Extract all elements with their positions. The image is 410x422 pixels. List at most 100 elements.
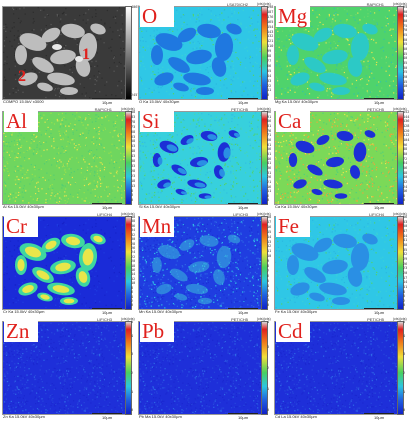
tick-label: 26 xyxy=(267,175,272,180)
tick-label: 4 xyxy=(267,320,270,324)
tick-label: 22 xyxy=(131,254,136,259)
tick-label: 18 xyxy=(267,215,272,219)
tick-label: 96 xyxy=(267,110,272,114)
scale-bar: 10µm xyxy=(92,203,122,210)
tick-label: 5 xyxy=(131,320,134,324)
tick-label: 86 xyxy=(267,119,272,124)
detector-label: PET/CH5 xyxy=(231,317,248,322)
unit-label: (cts)(cts) xyxy=(257,107,271,111)
tick-label: 6 xyxy=(267,193,270,198)
tick-label: 41 xyxy=(267,161,272,166)
scale-label: 10µm xyxy=(237,205,249,210)
element-label: Zn xyxy=(4,320,38,342)
tick-label: 36 xyxy=(131,223,136,228)
tick-label: 17 xyxy=(267,219,272,224)
tick-label: 21 xyxy=(267,179,272,184)
tick-label: 50 xyxy=(403,46,408,51)
tick-label: 66 xyxy=(267,63,272,68)
color-scale-bar xyxy=(261,216,268,310)
unit-label: (cts)(cts) xyxy=(257,317,271,321)
element-label: Cr xyxy=(4,215,38,237)
tick-label: 144 xyxy=(403,114,410,119)
tick-label: 38 xyxy=(403,242,408,247)
acquisition-caption: Cr Ka 15.0kV 40x30µm xyxy=(3,309,45,314)
scale-label: 10µm xyxy=(237,415,249,420)
panel-mn: 18 17 16 15 14 13 12 11 10 9 8 7 6 5 4 3 2 1 0 (cts)(cts) … xyxy=(138,212,271,316)
tick-label: 53 xyxy=(131,144,136,149)
tick-label: 8 xyxy=(403,193,406,198)
tick-label: 22 xyxy=(267,83,272,88)
tick-label: 18 xyxy=(131,178,136,183)
tick-label: 45 xyxy=(403,51,408,56)
acquisition-caption: Fe Ka 15.0kV 40x30µm xyxy=(275,309,317,314)
tick-label: 55 xyxy=(267,68,272,73)
color-scale-ticks: 96 91 86 81 76 71 66 61 56 51 46 41 36 31 26 21 16 11 6 0 xyxy=(267,110,277,203)
tick-label: 28 xyxy=(131,241,136,246)
unit-label: (cts)(cts) xyxy=(257,212,271,216)
tick-label: 40 xyxy=(403,56,408,61)
detector-label: LIF/CH4 xyxy=(369,212,384,217)
tick-label: 5 xyxy=(403,320,406,324)
map-image xyxy=(138,6,262,100)
tick-label: 12 xyxy=(131,276,136,281)
tick-label: 4 xyxy=(267,283,270,288)
scale-label: 10µm xyxy=(101,205,113,210)
tick-label: 73 xyxy=(131,124,136,129)
tick-label: 11 xyxy=(403,284,408,289)
tick-label: 23 xyxy=(403,266,408,271)
tick-label: 0 xyxy=(403,93,406,98)
tick-label: 2 xyxy=(131,371,134,375)
tick-label: 0 xyxy=(403,198,406,203)
tick-label: 47 xyxy=(403,228,408,233)
panel-mg: 95 90 85 80 75 70 65 60 55 50 45 40 35 30 25 20 15 10 5 0 (… xyxy=(274,2,407,106)
tick-label: 56 xyxy=(403,165,408,170)
scale-bar: 10µm xyxy=(228,308,258,315)
color-scale-bar xyxy=(397,216,404,310)
color-scale-bar xyxy=(397,6,404,100)
tick-label: 96 xyxy=(403,142,408,147)
tick-label: 7 xyxy=(267,268,270,273)
tick-label: 8 xyxy=(403,289,406,294)
color-scale-ticks: 198 187 176 165 154 143 132 121 110 99 88 77 66 55 44 3… xyxy=(267,5,277,98)
panel-compo: 40655 24575 COMPO 15.0kV x3000 10µm 1 2 xyxy=(2,2,142,106)
tick-label: 16 xyxy=(131,268,136,273)
tick-label: 44 xyxy=(403,233,408,238)
scale-label: 10µm xyxy=(237,100,249,105)
acquisition-caption: Si Ka 15.0kV 40x30µm xyxy=(139,204,180,209)
tick-label: 30 xyxy=(131,237,136,242)
tick-label: 0 xyxy=(267,303,270,308)
color-scale-ticks: 40 38 36 34 32 30 28 26 24 22 20 18 16 14 12 10 8 6 4 2 0 xyxy=(131,215,141,308)
tick-label: 80 xyxy=(403,18,408,23)
color-scale-ticks: 5 4 3 2 1 0 xyxy=(131,320,141,413)
tick-label: 2 xyxy=(267,366,270,371)
tick-label: 43 xyxy=(131,154,136,159)
scale-bar: 10µm xyxy=(92,98,122,105)
color-scale-bar xyxy=(397,321,404,415)
tick-label: 121 xyxy=(267,39,274,44)
acquisition-caption: COMPO 15.0kV x3000 xyxy=(3,99,44,104)
tick-label: 8 xyxy=(131,188,134,193)
tick-label: 50 xyxy=(403,224,408,229)
scale-label: 10µm xyxy=(373,310,385,315)
tick-label: 4 xyxy=(131,294,134,299)
acquisition-caption: Mn Ka 15.0kV 40x30µm xyxy=(139,309,182,314)
tick-label: 20 xyxy=(131,259,136,264)
tick-label: 3 xyxy=(403,352,406,357)
tick-label: 61 xyxy=(267,142,272,147)
panel-o: 198 187 176 165 154 143 132 121 110 99 88 77 66 55 44 3… xyxy=(138,2,273,106)
color-scale-bar xyxy=(125,216,132,310)
element-label: Fe xyxy=(276,215,310,237)
tick-label: 99 xyxy=(267,49,272,54)
color-scale-bar xyxy=(125,321,132,415)
element-label: Al xyxy=(4,110,38,132)
scale-bar: 10µm xyxy=(228,203,258,210)
panel-pb: 4 3 2 1 0 (cts)(cts) PET/CH5 Pb Ma 15.0kV 40… xyxy=(138,317,271,421)
scale-bar: 10µm xyxy=(364,413,394,420)
tick-label: 68 xyxy=(131,129,136,134)
tick-label: 90 xyxy=(403,9,408,14)
tick-label: 75 xyxy=(403,23,408,28)
tick-label: 110 xyxy=(267,44,274,49)
tick-label: 23 xyxy=(131,173,136,178)
tick-label: 5 xyxy=(403,88,406,93)
tick-label: 3 xyxy=(267,288,270,293)
